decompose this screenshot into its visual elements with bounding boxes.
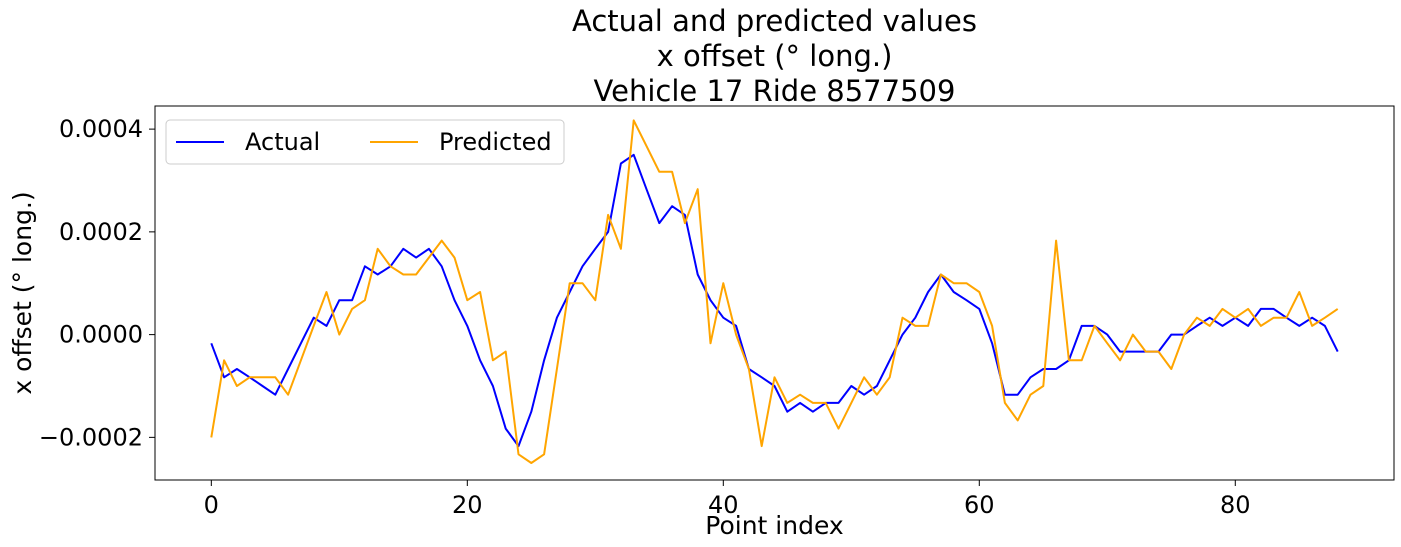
chart-title-line-2: x offset (° long.) [657, 39, 893, 73]
legend-label-actual: Actual [245, 128, 320, 156]
chart-title-line-3: Vehicle 17 Ride 8577509 [594, 74, 956, 108]
x-axis-ticks: 0 20 40 60 80 [204, 480, 1251, 519]
series-line-actual [210, 153, 1339, 448]
x-tick-label: 80 [1220, 491, 1251, 519]
x-tick-label: 40 [708, 491, 739, 519]
plot-series [210, 119, 1339, 464]
y-axis-ticks: −0.0002 0.0000 0.0002 0.0004 [39, 115, 155, 451]
plot-frame [154, 105, 1395, 481]
x-axis-label: Point index [705, 511, 843, 540]
y-tick-label: 0.0002 [59, 218, 143, 246]
legend-box [165, 119, 565, 165]
y-tick-label: 0.0000 [59, 321, 143, 349]
legend: Actual Predicted [165, 119, 565, 165]
x-tick-label: 20 [452, 491, 483, 519]
legend-label-predicted: Predicted [439, 128, 552, 156]
x-tick-label: 60 [964, 491, 995, 519]
chart-title-line-1: Actual and predicted values [572, 4, 977, 38]
y-tick-label: −0.0002 [39, 423, 143, 451]
y-tick-label: 0.0004 [59, 115, 143, 143]
x-tick-label: 0 [204, 491, 219, 519]
series-line-predicted [210, 119, 1339, 464]
y-axis-label: x offset (° long.) [8, 191, 37, 394]
